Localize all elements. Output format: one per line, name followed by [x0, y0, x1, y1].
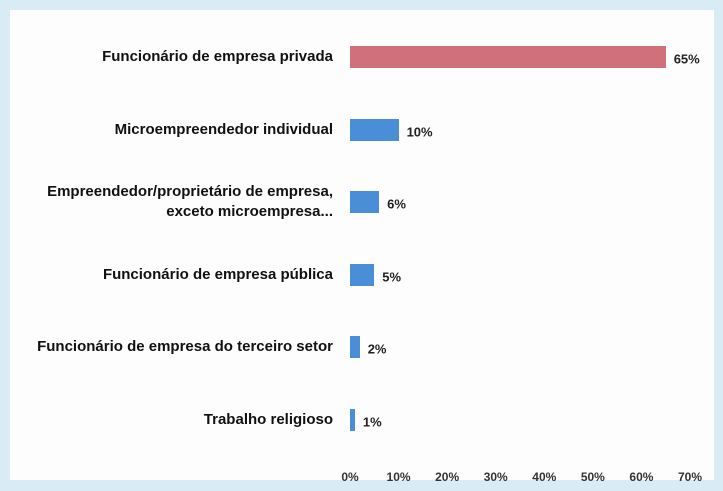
plot-area	[10, 10, 714, 480]
x-tick-label: 70%	[677, 470, 703, 484]
value-label: 65%	[673, 51, 700, 67]
category-label: Trabalho religioso	[203, 411, 333, 428]
x-tick-label: 40%	[532, 470, 557, 484]
x-tick-label: 20%	[435, 470, 460, 484]
value-label: 5%	[382, 269, 402, 285]
value-label: 10%	[406, 124, 433, 140]
value-label: 2%	[367, 341, 387, 357]
value-label: 1%	[362, 414, 382, 430]
bar	[350, 46, 666, 68]
bar	[350, 336, 360, 359]
bar	[350, 263, 375, 286]
x-tick-label: 0%	[341, 470, 359, 484]
x-tick-label: 60%	[629, 470, 654, 484]
bar	[350, 409, 355, 431]
x-tick-label: 30%	[483, 470, 508, 484]
category-label: Microempreendedor individual	[114, 120, 333, 138]
category-label: Empreendedor/proprietário de empresa, ex…	[47, 183, 333, 221]
category-label: Funcionário de empresa pública	[102, 265, 333, 283]
category-label: Funcionário de empresa do terceiro setor	[37, 338, 333, 356]
category-label: Funcionário de empresa privada	[102, 48, 333, 65]
x-tick-label: 50%	[580, 470, 605, 484]
value-label: 6%	[387, 196, 406, 212]
bar	[350, 191, 380, 214]
bar	[350, 118, 399, 141]
x-tick-label: 10%	[386, 470, 411, 484]
